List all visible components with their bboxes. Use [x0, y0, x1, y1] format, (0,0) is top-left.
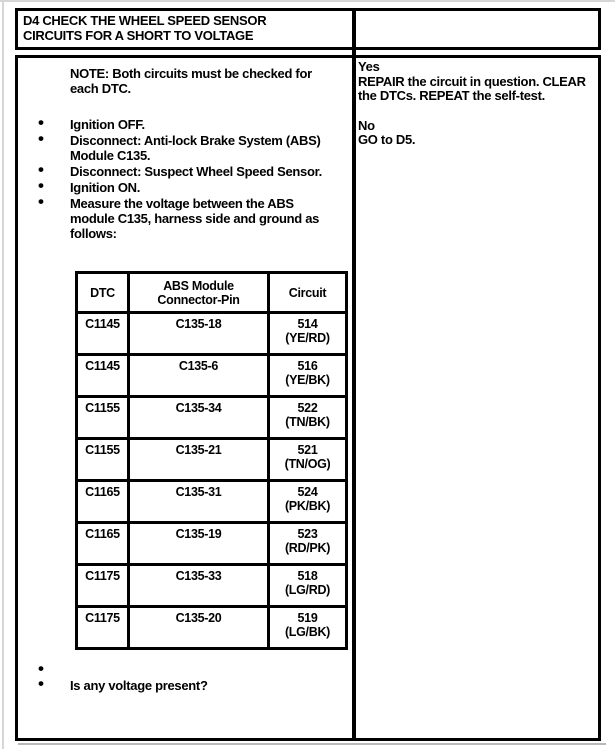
- procedure-step: Disconnect: Suspect Wheel Speed Sensor.: [18, 162, 352, 179]
- circuit-number: 519: [297, 611, 318, 625]
- table-row: C1145 C135-18 514 (YE/RD): [75, 311, 348, 356]
- circuit-value: 522 (TN/BK): [267, 395, 348, 440]
- empty-bullet: [18, 661, 352, 677]
- test-body-row: NOTE: Both circuits must be checked for …: [15, 55, 601, 741]
- circuit-number: 514: [297, 317, 318, 331]
- wire-color: (TN/BK): [285, 415, 330, 429]
- wire-color: (RD/PK): [284, 541, 331, 555]
- pinpoint-test-d4: D4 CHECK THE WHEEL SPEED SENSOR CIRCUITS…: [15, 8, 601, 741]
- yes-action: REPAIR the circuit in question. CLEAR th…: [358, 73, 586, 103]
- wire-color: (LG/BK): [284, 625, 331, 639]
- pin-value: C135-19: [127, 521, 270, 566]
- measurement-table: DTC ABS Module Connector-Pin Circuit C11…: [75, 271, 348, 650]
- dtc-column-header: DTC: [75, 271, 130, 314]
- circuit-number: 516: [297, 359, 318, 373]
- procedure-step: Disconnect: Anti-lock Brake System (ABS)…: [18, 131, 352, 163]
- pin-value: C135-20: [127, 605, 270, 650]
- table-row: C1165 C135-31 524 (PK/BK): [75, 479, 348, 524]
- procedure-step-list: Ignition OFF. Disconnect: Anti-lock Brak…: [18, 115, 352, 241]
- page-edge-left: [2, 0, 4, 749]
- pin-value: C135-33: [127, 563, 270, 608]
- dtc-value: C1155: [75, 395, 130, 440]
- dtc-value: C1165: [75, 479, 130, 524]
- table-row: C1155 C135-21 521 (TN/OG): [75, 437, 348, 482]
- test-title-line-1: D4 CHECK THE WHEEL SPEED SENSOR: [23, 13, 267, 28]
- page-edge-top: [0, 0, 615, 2]
- circuit-value: 521 (TN/OG): [267, 437, 348, 482]
- yes-label: Yes: [358, 59, 380, 74]
- table-row: C1165 C135-19 523 (RD/PK): [75, 521, 348, 566]
- question-list: Is any voltage present?: [18, 661, 352, 693]
- test-title-row: D4 CHECK THE WHEEL SPEED SENSOR CIRCUITS…: [15, 8, 601, 50]
- table-row: C1175 C135-33 518 (LG/RD): [75, 563, 348, 608]
- circuit-value: 518 (LG/RD): [267, 563, 348, 608]
- circuit-number: 523: [297, 527, 318, 541]
- dtc-value: C1175: [75, 605, 130, 650]
- dtc-value: C1145: [75, 311, 130, 356]
- circuit-number: 522: [297, 401, 318, 415]
- pin-value: C135-34: [127, 395, 270, 440]
- test-title-line-2: CIRCUITS FOR A SHORT TO VOLTAGE: [23, 27, 254, 43]
- dtc-value: C1165: [75, 521, 130, 566]
- dtc-value: C1155: [75, 437, 130, 482]
- pin-value: C135-31: [127, 479, 270, 524]
- measurement-table-header-row: DTC ABS Module Connector-Pin Circuit: [75, 271, 348, 314]
- dtc-value: C1145: [75, 353, 130, 398]
- wire-color: (PK/BK): [284, 499, 331, 513]
- circuit-value: 524 (PK/BK): [267, 479, 348, 524]
- wire-color: (YE/BK): [285, 373, 330, 387]
- circuit-number: 518: [297, 569, 318, 583]
- wire-color: (TN/OG): [284, 457, 331, 471]
- dtc-value: C1175: [75, 563, 130, 608]
- procedure-step: Measure the voltage between the ABS modu…: [18, 194, 352, 241]
- procedure-step: Ignition OFF.: [18, 115, 352, 132]
- table-row: C1155 C135-34 522 (TN/BK): [75, 395, 348, 440]
- circuit-value: 519 (LG/BK): [267, 605, 348, 650]
- result-spacer: [358, 104, 588, 119]
- table-row: C1145 C135-6 516 (YE/BK): [75, 353, 348, 398]
- circuit-value: 516 (YE/BK): [267, 353, 348, 398]
- connector-pin-column-header: ABS Module Connector-Pin: [127, 271, 270, 314]
- column-divider: [352, 8, 356, 741]
- circuit-number: 524: [297, 485, 318, 499]
- pin-value: C135-6: [127, 353, 270, 398]
- circuit-number: 521: [297, 443, 318, 457]
- pin-value: C135-18: [127, 311, 270, 356]
- circuit-value: 514 (YE/RD): [267, 311, 348, 356]
- table-bottom-shadow: [18, 743, 606, 745]
- pin-value: C135-21: [127, 437, 270, 482]
- result-cell: Yes REPAIR the circuit in question. CLEA…: [352, 58, 598, 738]
- procedure-step: Ignition ON.: [18, 178, 352, 195]
- test-title-row-result-cell: [352, 11, 598, 47]
- test-title: D4 CHECK THE WHEEL SPEED SENSOR CIRCUITS…: [18, 11, 352, 47]
- circuit-column-header: Circuit: [267, 271, 348, 314]
- wire-color: (YE/RD): [285, 331, 330, 345]
- procedure-note: NOTE: Both circuits must be checked for …: [70, 66, 312, 96]
- wire-color: (LG/RD): [284, 583, 331, 597]
- circuit-value: 523 (RD/PK): [267, 521, 348, 566]
- table-row: C1175 C135-20 519 (LG/BK): [75, 605, 348, 650]
- procedure-question: Is any voltage present?: [18, 676, 352, 693]
- no-label: No: [358, 117, 375, 133]
- procedure-cell: NOTE: Both circuits must be checked for …: [18, 58, 352, 738]
- no-action: GO to D5.: [358, 132, 416, 147]
